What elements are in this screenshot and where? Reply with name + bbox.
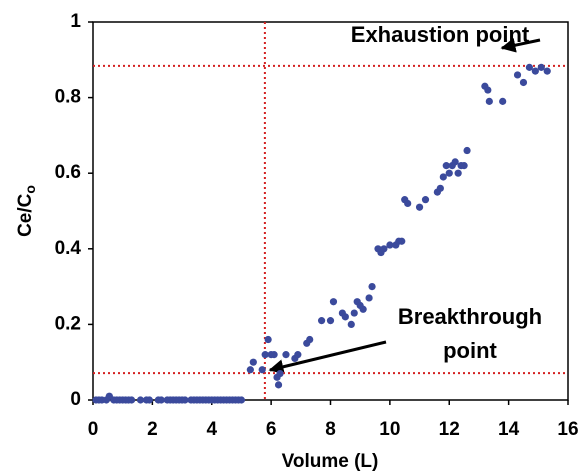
point — [484, 86, 492, 94]
point — [460, 162, 468, 170]
x-tick-label: 12 — [439, 419, 460, 440]
point — [451, 158, 459, 166]
point — [359, 305, 367, 313]
arrow — [268, 340, 387, 375]
point — [463, 146, 471, 155]
point — [136, 396, 145, 404]
point — [347, 320, 355, 328]
point — [519, 78, 528, 87]
x-tick-label: 10 — [379, 419, 400, 440]
annotation: Breakthrough — [398, 304, 542, 329]
point — [365, 294, 373, 302]
x-tick-label: 4 — [206, 419, 217, 440]
point — [249, 358, 257, 366]
x-tick-label: 16 — [557, 419, 578, 440]
point — [306, 335, 314, 344]
point — [531, 67, 539, 75]
y-tick-label: 0.4 — [55, 238, 82, 259]
point — [276, 369, 284, 378]
x-tick-label: 6 — [266, 419, 277, 440]
point — [380, 245, 388, 253]
point — [270, 351, 278, 359]
point — [317, 317, 326, 325]
point — [145, 396, 154, 404]
point — [513, 71, 522, 79]
point — [368, 283, 376, 291]
x-axis-label: Volume (L) — [282, 451, 379, 472]
point — [264, 335, 272, 344]
y-tick-label: 0.6 — [55, 162, 81, 183]
y-label-sub: o — [22, 185, 38, 194]
x-tick-label: 0 — [88, 419, 99, 440]
point — [415, 203, 424, 211]
annotation: point — [443, 338, 497, 363]
point — [181, 396, 189, 404]
point — [439, 173, 447, 181]
y-tick-label: 1 — [70, 11, 81, 32]
y-label-main: Ce/C — [15, 193, 36, 237]
y-tick-label: 0 — [70, 389, 81, 410]
point — [445, 169, 453, 177]
point — [485, 97, 493, 105]
point — [294, 351, 302, 359]
x-tick-label: 8 — [325, 419, 336, 440]
point — [341, 313, 349, 321]
point — [258, 366, 266, 374]
point — [282, 351, 290, 359]
point — [537, 63, 545, 71]
point — [326, 317, 335, 325]
y-axis-label: Ce/Co — [15, 185, 38, 237]
point — [350, 309, 358, 317]
point — [274, 381, 283, 389]
point — [261, 351, 269, 359]
x-tick-label: 14 — [498, 419, 520, 440]
point — [442, 162, 450, 170]
arrow — [500, 37, 541, 53]
point — [386, 241, 394, 249]
y-tick-label: 0.8 — [55, 87, 81, 108]
point — [157, 396, 165, 404]
x-tick-label: 2 — [147, 419, 158, 440]
annotation: Exhaustion point — [351, 22, 530, 47]
point — [421, 196, 430, 204]
point — [543, 67, 551, 75]
point — [436, 184, 444, 192]
point — [398, 237, 406, 245]
point — [525, 63, 534, 71]
point — [404, 199, 412, 208]
point — [127, 396, 136, 404]
point — [237, 396, 246, 404]
y-tick-label: 0.2 — [55, 313, 81, 334]
point — [454, 169, 462, 177]
point — [246, 366, 254, 374]
point — [499, 97, 507, 105]
point — [329, 298, 338, 306]
